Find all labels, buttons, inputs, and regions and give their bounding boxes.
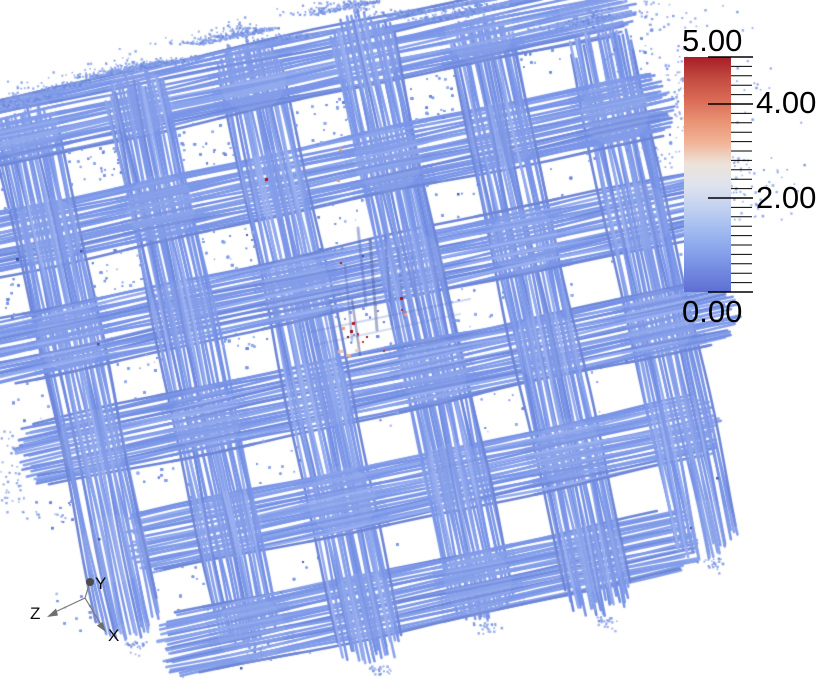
colorbar-tick-label-2: 2.00 [756,180,817,215]
axis-y-label: Y [95,574,106,593]
colorbar-ticks [708,56,753,293]
axis-lines [52,584,103,627]
axis-z-label: Z [30,604,40,623]
colorbar-min-label: 0.00 [682,294,743,329]
axis-x-label: X [108,626,119,645]
colorbar-max-label: 5.00 [682,23,743,58]
z-axis-arrowhead [47,608,58,617]
y-axis-marker [86,578,94,586]
orientation-axes-widget: Z X Y [30,574,119,645]
x-axis-arrowhead [96,621,106,632]
colorbar-tick-label-4: 4.00 [756,85,817,120]
colorbar-gradient[interactable] [684,57,731,292]
